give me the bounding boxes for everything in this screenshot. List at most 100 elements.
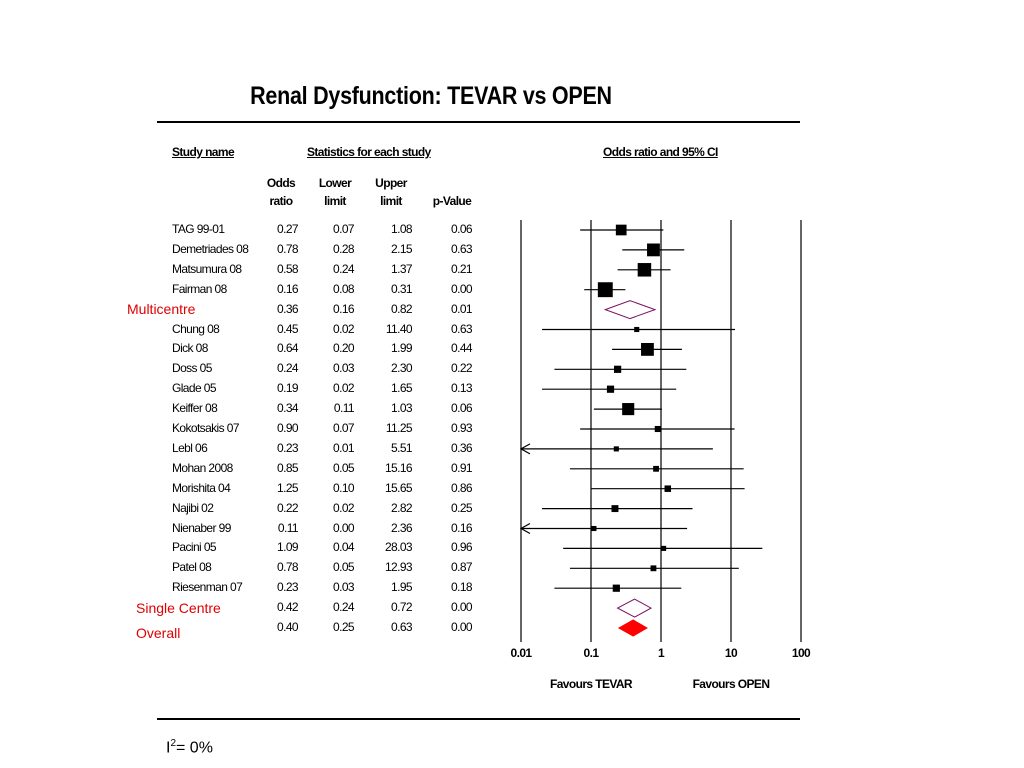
effect-square: [641, 343, 654, 356]
study-name-header: Study name: [172, 145, 235, 159]
study-name: Lebl 06: [172, 440, 208, 455]
stat-p: 0.13: [451, 381, 473, 396]
stat-lower: 0.01: [333, 440, 355, 455]
effect-square: [622, 403, 635, 416]
effect-square: [637, 263, 652, 277]
multicentre-label: Multicentre: [127, 301, 196, 317]
study-name: Najibi 02: [172, 500, 214, 515]
effect-square: [611, 505, 619, 513]
stat-p: 0.96: [451, 540, 473, 555]
stat-or: 0.24: [277, 361, 299, 376]
stat-upper: 15.65: [384, 480, 413, 495]
stat-upper: 0.31: [391, 281, 413, 296]
stat-upper: 2.82: [391, 500, 413, 515]
effect-square: [654, 425, 661, 433]
stat-p: 0.16: [451, 520, 473, 535]
stat-or: 1.25: [277, 480, 299, 495]
stat-p: 0.21: [451, 261, 473, 276]
stat-or: 0.23: [277, 440, 299, 455]
x-tick-label: 1: [658, 646, 665, 660]
effect-square: [634, 326, 640, 333]
stat-lower: 0.07: [333, 421, 355, 435]
study-name: Demetriades 08: [172, 241, 249, 256]
stat-lower: 0.10: [333, 480, 355, 495]
stat-upper: 2.36: [391, 520, 413, 535]
stat-or: 0.34: [277, 401, 299, 416]
stat-p: 0.87: [451, 560, 473, 575]
stat-or: 0.58: [277, 261, 299, 276]
stat-lower: 0.02: [333, 500, 355, 515]
subtotal-diamond: [603, 300, 657, 320]
study-name: Chung 08: [172, 321, 220, 336]
stat-or: 0.27: [277, 222, 299, 236]
stat-p: 0.63: [451, 241, 473, 256]
stat-p: 0.18: [451, 580, 473, 595]
stat-p: 0.86: [451, 480, 473, 495]
stat-p: 0.44: [451, 341, 473, 356]
effect-square: [613, 446, 619, 452]
stat-lower: 0.05: [333, 460, 355, 475]
stat-or: 0.45: [277, 321, 299, 336]
stat-p: 0.00: [451, 620, 473, 634]
study-name: Kokotsakis 07: [172, 421, 240, 435]
stat-p: 0.25: [451, 500, 473, 515]
study-name: Nienaber 99: [172, 520, 231, 535]
stat-lower: 0.05: [333, 560, 355, 575]
study-name: Pacini 05: [172, 540, 217, 555]
stat-or: 0.90: [277, 421, 299, 435]
overall-label: Overall: [136, 625, 181, 641]
stat-lower: 0.03: [333, 580, 355, 595]
stat-lower: 0.11: [333, 401, 355, 416]
effect-square: [653, 465, 659, 472]
stat-or: 0.85: [277, 460, 299, 475]
study-name: Dick 08: [172, 341, 208, 356]
effect-square: [591, 525, 597, 532]
effect-square: [597, 282, 613, 298]
stat-or: 1.09: [277, 540, 299, 555]
study-name: Doss 05: [172, 361, 212, 376]
stat-upper: 11.25: [385, 421, 413, 435]
x-tick-label: 100: [792, 646, 811, 660]
stat-p: 0.22: [451, 361, 473, 376]
stat-upper: 2.15: [391, 241, 413, 256]
stat-or: 0.11: [277, 520, 299, 535]
stat-upper: 5.51: [391, 440, 413, 455]
stat-or: 0.78: [277, 560, 299, 575]
stat-lower: 0.02: [333, 321, 355, 336]
stat-p: 0.36: [451, 440, 473, 455]
effect-square: [664, 485, 672, 492]
stat-or: 0.78: [277, 241, 299, 256]
stat-p: 0.63: [451, 321, 473, 336]
stat-upper: 12.93: [384, 560, 413, 575]
stat-or: 0.22: [277, 500, 299, 515]
study-name: Morishita 04: [172, 480, 231, 495]
stats-header: Statistics for each study: [307, 145, 431, 159]
plot-header: Odds ratio and 95% CI: [603, 145, 718, 159]
upper-limit-header: Upper limit: [375, 176, 407, 208]
bottom-rule: [157, 718, 800, 720]
stat-or: 0.64: [277, 341, 299, 356]
study-name: Mohan 2008: [172, 460, 233, 475]
odds-ratio-header: Odds ratio: [266, 176, 296, 208]
stat-upper: 2.30: [391, 361, 413, 376]
stat-upper: 15.16: [384, 460, 413, 475]
effect-square: [615, 224, 627, 236]
stat-upper: 1.95: [391, 580, 413, 595]
overall-diamond: [617, 619, 648, 637]
stat-lower: 0.07: [333, 222, 355, 236]
study-name: Riesenman 07: [172, 580, 243, 595]
effect-square: [661, 545, 667, 551]
stat-lower: 0.25: [333, 620, 355, 634]
stat-upper: 28.03: [384, 540, 413, 555]
stat-p: 0.01: [451, 301, 473, 316]
stat-upper: 0.82: [391, 301, 413, 316]
stat-p: 0.00: [451, 600, 473, 615]
stat-lower: 0.28: [333, 241, 355, 256]
study-name: Patel 08: [172, 560, 212, 575]
stat-upper: 0.72: [391, 600, 413, 615]
slide-title: Renal Dysfunction: TEVAR vs OPEN: [250, 82, 612, 110]
stat-upper: 1.65: [391, 381, 413, 396]
effect-square: [647, 243, 660, 257]
study-name: Keiffer 08: [172, 401, 218, 416]
